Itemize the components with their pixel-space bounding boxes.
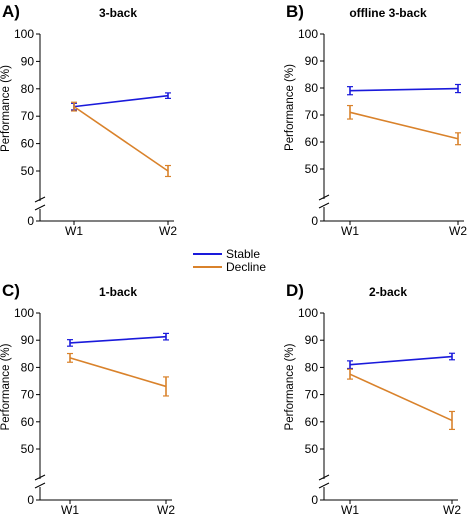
y-tick-label: 70 (305, 108, 319, 122)
y-tick-label: 50 (21, 442, 35, 456)
legend: Stable Decline (193, 247, 266, 274)
panel-d-2-back: D) 2-back Performance (%) 50 60 70 80 90 100 0 W1 W… (284, 281, 461, 517)
y-tick-label: 80 (21, 82, 35, 96)
x-tick-label-w1: W1 (65, 224, 83, 238)
y-tick-label: 80 (305, 81, 319, 95)
axis-break-mark (34, 482, 46, 489)
panel-title: 3-back (99, 6, 137, 20)
panel-letter: B) (286, 2, 304, 21)
panel-title: 2-back (369, 285, 407, 299)
legend-label-decline: Decline (226, 260, 266, 274)
y-tick-label: 60 (305, 135, 319, 149)
series-decline (67, 352, 169, 397)
y-tick-label: 0 (311, 493, 318, 507)
y-tick-label: 0 (27, 214, 34, 228)
series-stable (67, 332, 169, 347)
y-tick-label: 100 (298, 27, 318, 41)
axis-break-mark (34, 474, 46, 481)
series-line-stable (73, 94, 169, 108)
y-tick-label: 80 (21, 360, 35, 374)
y-tick-label: 90 (21, 54, 35, 68)
x-tick-label-w2: W2 (159, 224, 177, 238)
chart-panels: A) 3-back Performance (%) 50 60 70 80 90 100 0 W1 W… (0, 2, 467, 517)
axis-break-mark (318, 194, 330, 201)
series-decline (347, 104, 461, 146)
y-tick-label: 100 (14, 306, 34, 320)
y-tick-label: 60 (305, 415, 319, 429)
series-line-decline (69, 357, 167, 388)
x-tick-label-w2: W2 (157, 503, 175, 517)
x-tick-label-w1: W1 (341, 224, 359, 238)
y-tick-label: 70 (21, 388, 35, 402)
y-tick-label: 100 (14, 27, 34, 41)
y-tick-label: 60 (21, 137, 35, 151)
panel-letter: C) (2, 281, 20, 300)
x-tick-label-w2: W2 (449, 224, 467, 238)
series-stable (347, 352, 455, 370)
y-tick-label: 100 (298, 306, 318, 320)
y-tick-label: 70 (305, 388, 319, 402)
panel-title: offline 3-back (349, 6, 427, 20)
series-decline (347, 368, 455, 431)
y-tick-label: 80 (305, 360, 319, 374)
panel-title: 1-back (99, 285, 137, 299)
y-tick-label: 50 (21, 164, 35, 178)
y-tick-label: 50 (305, 442, 319, 456)
series-decline (71, 101, 171, 178)
x-tick-label-w1: W1 (341, 503, 359, 517)
series-line-decline (349, 373, 453, 422)
axis-break-mark (318, 482, 330, 489)
series-line-stable (349, 355, 453, 366)
series-line-stable (349, 87, 459, 92)
y-tick-label: 90 (305, 54, 319, 68)
axis-break-mark (318, 474, 330, 481)
y-axis-label: Performance (%) (0, 65, 12, 152)
y-tick-label: 90 (21, 333, 35, 347)
panel-letter: D) (286, 281, 304, 300)
y-axis-label: Performance (%) (284, 343, 296, 430)
series-line-stable (69, 335, 167, 344)
x-tick-label-w2: W2 (443, 503, 461, 517)
y-tick-label: 0 (311, 214, 318, 228)
series-line-decline (349, 111, 459, 140)
panel-a-3-back: A) 3-back Performance (%) 50 60 70 80 90 100 0 W1 W… (0, 2, 177, 238)
panel-b-offline-3-back: B) offline 3-back Performance (%) 50 60 70 80 9… (284, 2, 467, 238)
y-tick-label: 0 (27, 493, 34, 507)
axis-break-mark (34, 204, 46, 211)
y-tick-label: 50 (305, 162, 319, 176)
x-tick-label-w1: W1 (61, 503, 79, 517)
y-tick-label: 70 (21, 109, 35, 123)
axis-break-mark (34, 196, 46, 203)
y-axis-label: Performance (%) (284, 64, 296, 151)
panel-letter: A) (2, 2, 20, 21)
legend-label-stable: Stable (226, 247, 260, 261)
series-line-decline (73, 105, 169, 172)
series-stable (347, 83, 461, 96)
axis-break-mark (318, 202, 330, 209)
y-tick-label: 60 (21, 415, 35, 429)
y-axis-label: Performance (%) (0, 343, 12, 430)
y-tick-label: 90 (305, 333, 319, 347)
series-stable (71, 92, 171, 111)
panel-c-1-back: C) 1-back Performance (%) 50 60 70 80 90 100 0 W1 W… (0, 281, 175, 517)
